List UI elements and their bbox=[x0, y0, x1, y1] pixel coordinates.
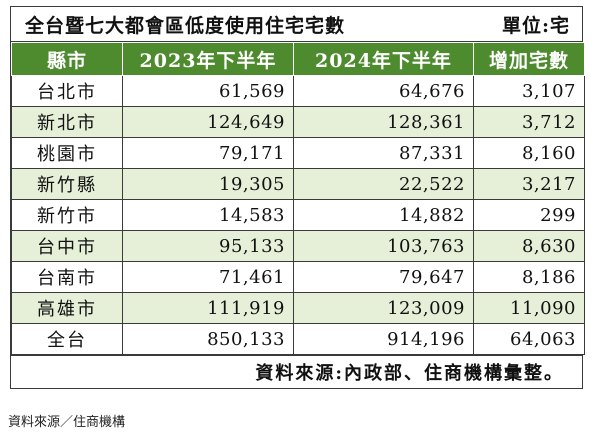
table-row: 新竹市 14,583 14,882 299 bbox=[11, 199, 585, 231]
table-body: 台北市 61,569 64,676 3,107 新北市 124,649 128,361 3,7… bbox=[11, 75, 585, 355]
source-row: 資料來源:內政部、住商機構彙整。 bbox=[11, 355, 582, 388]
cell-2023: 19,305 bbox=[122, 168, 294, 200]
cell-increase: 3,217 bbox=[473, 168, 585, 200]
cell-increase: 3,107 bbox=[473, 75, 585, 107]
header-city: 縣市 bbox=[11, 42, 123, 76]
header-2024: 2024年下半年 bbox=[293, 42, 474, 76]
cell-2024: 64,676 bbox=[293, 75, 474, 107]
cell-2023: 79,171 bbox=[122, 137, 294, 169]
table-row: 台南市 71,461 79,647 8,186 bbox=[11, 261, 585, 293]
cell-increase: 8,186 bbox=[473, 261, 585, 293]
cell-increase: 64,063 bbox=[473, 323, 585, 355]
cell-city: 台中市 bbox=[11, 230, 123, 262]
cell-city: 全台 bbox=[11, 323, 123, 355]
header-increase: 增加宅數 bbox=[473, 42, 585, 76]
cell-city: 新北市 bbox=[11, 106, 123, 138]
cell-increase: 299 bbox=[473, 199, 585, 231]
table-row: 新竹縣 19,305 22,522 3,217 bbox=[11, 168, 585, 200]
cell-increase: 8,630 bbox=[473, 230, 585, 262]
cell-2023: 95,133 bbox=[122, 230, 294, 262]
header-2023: 2023年下半年 bbox=[122, 42, 294, 76]
housing-table: 縣市 2023年下半年 2024年下半年 增加宅數 台北市 61,569 64,67… bbox=[11, 42, 585, 355]
cell-2023: 850,133 bbox=[122, 323, 294, 355]
table-row: 高雄市 111,919 123,009 11,090 bbox=[11, 292, 585, 324]
cell-city: 桃園市 bbox=[11, 137, 123, 169]
cell-2023: 71,461 bbox=[122, 261, 294, 293]
cell-2023: 111,919 bbox=[122, 292, 294, 324]
cell-2023: 124,649 bbox=[122, 106, 294, 138]
header-row: 縣市 2023年下半年 2024年下半年 增加宅數 bbox=[11, 42, 585, 76]
cell-city: 台南市 bbox=[11, 261, 123, 293]
cell-city: 高雄市 bbox=[11, 292, 123, 324]
cell-2023: 61,569 bbox=[122, 75, 294, 107]
table-row: 台中市 95,133 103,763 8,630 bbox=[11, 230, 585, 262]
table-row: 桃園市 79,171 87,331 8,160 bbox=[11, 137, 585, 169]
cell-2024: 128,361 bbox=[293, 106, 474, 138]
title-row: 全台暨七大都會區低度使用住宅宅數 單位:宅 bbox=[11, 7, 582, 42]
cell-city: 新竹市 bbox=[11, 199, 123, 231]
image-caption: 資料來源／住商機構 bbox=[8, 415, 126, 430]
cell-2024: 87,331 bbox=[293, 137, 474, 169]
cell-2024: 14,882 bbox=[293, 199, 474, 231]
unit-label: 單位:宅 bbox=[501, 14, 570, 37]
table-row: 新北市 124,649 128,361 3,712 bbox=[11, 106, 585, 138]
cell-2024: 22,522 bbox=[293, 168, 474, 200]
cell-city: 新竹縣 bbox=[11, 168, 123, 200]
cell-increase: 11,090 bbox=[473, 292, 585, 324]
cell-2023: 14,583 bbox=[122, 199, 294, 231]
table-row: 全台 850,133 914,196 64,063 bbox=[11, 323, 585, 355]
housing-table-card: 全台暨七大都會區低度使用住宅宅數 單位:宅 縣市 2023年下半年 2024年下… bbox=[10, 6, 585, 389]
cell-2024: 914,196 bbox=[293, 323, 474, 355]
cell-2024: 79,647 bbox=[293, 261, 474, 293]
cell-2024: 123,009 bbox=[293, 292, 474, 324]
cell-increase: 3,712 bbox=[473, 106, 585, 138]
cell-city: 台北市 bbox=[11, 75, 123, 107]
cell-increase: 8,160 bbox=[473, 137, 585, 169]
cell-2024: 103,763 bbox=[293, 230, 474, 262]
table-title: 全台暨七大都會區低度使用住宅宅數 bbox=[25, 14, 346, 37]
table-row: 台北市 61,569 64,676 3,107 bbox=[11, 75, 585, 107]
source-note: 資料來源:內政部、住商機構彙整。 bbox=[255, 363, 564, 384]
